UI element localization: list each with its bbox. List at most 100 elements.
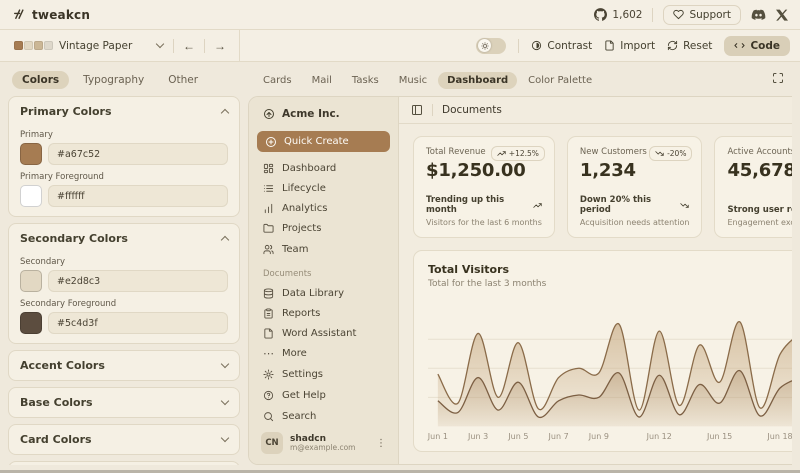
plus-circle-icon [265, 136, 277, 148]
chevron-down-icon [220, 396, 230, 406]
github-stars-button[interactable]: 1,602 [594, 8, 642, 21]
more-vertical-icon[interactable]: ⋮ [376, 437, 386, 449]
section-header[interactable]: Secondary Colors [9, 224, 239, 253]
main-content: Colors Typography Other Primary Colors P… [0, 62, 800, 470]
secondary-foreground-input[interactable] [48, 312, 228, 334]
sidebar-item-lifecycle[interactable]: Lifecycle [257, 178, 390, 198]
primary-color-input[interactable] [48, 143, 228, 165]
discord-icon [751, 9, 766, 21]
theme-swatch [14, 41, 23, 50]
x-twitter-button[interactable] [776, 9, 788, 21]
stat-line2: Acquisition needs attention [579, 218, 690, 227]
dashboard-header: Documents [399, 97, 792, 124]
stat-title: New Customers [579, 147, 647, 157]
org-switcher[interactable]: Acme Inc. [257, 105, 390, 123]
stat-value: $1,250.00 [426, 160, 526, 181]
user-menu[interactable]: CN shadcn m@example.com ⋮ [257, 427, 390, 454]
sidebar-item-data-library[interactable]: Data Library [257, 283, 390, 303]
tab-mail[interactable]: Mail [311, 74, 332, 86]
theme-mode-toggle[interactable] [476, 37, 507, 54]
tab-other[interactable]: Other [168, 74, 199, 86]
theme-name: Vintage Paper [59, 39, 133, 52]
discord-button[interactable] [751, 9, 766, 21]
sidebar-item-team[interactable]: Team [257, 239, 390, 259]
sidebar-item-word-assistant[interactable]: Word Assistant [257, 324, 390, 344]
tab-typography[interactable]: Typography [83, 74, 145, 86]
primary-foreground-input[interactable] [48, 185, 228, 207]
sidebar-footer-nav: Settings Get Help Search CN [257, 364, 390, 454]
code-icon [734, 40, 746, 51]
divider [432, 104, 433, 116]
sidebar-item-projects[interactable]: Projects [257, 219, 390, 239]
chart-subtitle: Total for the last 3 months [428, 279, 547, 289]
preview-tabs: Cards Mail Tasks Music Dashboard Color P… [248, 70, 792, 90]
folder-icon [263, 223, 274, 234]
bar-chart-icon [263, 203, 274, 214]
field-label: Secondary [20, 257, 66, 267]
x-tick-label: Jun 1 [427, 432, 448, 441]
sidebar-item-reports[interactable]: Reports [257, 303, 390, 323]
trend-badge: +12.5% [490, 146, 545, 161]
reset-button[interactable]: Reset [667, 40, 712, 52]
refresh-icon [667, 40, 678, 51]
section-card-colors: Card Colors [8, 424, 240, 455]
sidebar-item-search[interactable]: Search [257, 406, 390, 427]
tweakcn-logo-icon [12, 8, 25, 21]
editor-tabs: Colors Typography Other [8, 70, 240, 90]
sidebar-item-dashboard[interactable]: Dashboard [257, 158, 390, 178]
clipboard-icon [263, 308, 274, 319]
section-header[interactable]: Card Colors [9, 425, 239, 454]
contrast-button[interactable]: Contrast [531, 40, 592, 52]
total-visitors-chart-card: Total Visitors Total for the last 3 mont… [413, 250, 792, 452]
arrow-right-icon: → [214, 38, 226, 53]
section-header[interactable]: Accent Colors [9, 351, 239, 380]
sidebar-item-settings[interactable]: Settings [257, 364, 390, 385]
x-tick-label: Jun 5 [508, 432, 529, 441]
tab-dashboard[interactable]: Dashboard [438, 71, 518, 89]
toolbar-actions: Contrast Import Reset Code [466, 35, 800, 56]
import-button[interactable]: Import [604, 40, 655, 52]
area-chart [428, 297, 792, 429]
dashboard-content: +12.5% Total Revenue $1,250.00 Trending … [399, 124, 792, 464]
quick-create-button[interactable]: Quick Create [257, 131, 390, 153]
theme-editor-panel: Colors Typography Other Primary Colors P… [8, 70, 240, 465]
primary-foreground-swatch[interactable] [20, 185, 42, 207]
undo-button[interactable]: ← [178, 35, 200, 57]
trending-down-icon [680, 201, 690, 210]
section-header[interactable]: Popover Colors [9, 462, 239, 465]
redo-button[interactable]: → [209, 35, 231, 57]
sidebar-item-more[interactable]: ⋯ More [263, 346, 307, 360]
sidebar-item-get-help[interactable]: Get Help [257, 385, 390, 406]
panel-left-toggle-icon[interactable] [411, 104, 423, 116]
documents-group-label: Documents [263, 269, 312, 280]
divider [173, 38, 174, 53]
section-header[interactable]: Primary Colors [9, 97, 239, 126]
users-icon [263, 244, 274, 255]
tab-colors[interactable]: Colors [12, 71, 70, 89]
section-accent-colors: Accent Colors [8, 350, 240, 381]
theme-swatch [44, 41, 53, 50]
section-base-colors: Base Colors [8, 387, 240, 418]
sidebar-item-analytics[interactable]: Analytics [257, 199, 390, 219]
x-tick-label: Jun 7 [548, 432, 569, 441]
section-popover-colors: Popover Colors [8, 461, 240, 465]
secondary-color-swatch[interactable] [20, 270, 42, 292]
section-secondary-colors: Secondary Colors Secondary Secondary For… [8, 223, 240, 344]
primary-color-swatch[interactable] [20, 143, 42, 165]
tab-color-palette[interactable]: Color Palette [528, 74, 593, 86]
tab-music[interactable]: Music [398, 74, 428, 86]
code-button[interactable]: Code [724, 35, 790, 56]
tab-cards[interactable]: Cards [263, 74, 292, 86]
section-header[interactable]: Base Colors [9, 388, 239, 417]
secondary-color-input[interactable] [48, 270, 228, 292]
stat-line1: Down 20% this period [579, 195, 652, 215]
chevron-down-icon [155, 39, 165, 49]
secondary-foreground-swatch[interactable] [20, 312, 42, 334]
tab-tasks[interactable]: Tasks [351, 74, 379, 86]
x-axis-ticks: Jun 1 Jun 3 Jun 5 Jun 7 Jun 9 Jun 12 Jun 15 Jun… [428, 429, 792, 443]
support-button[interactable]: Support [663, 4, 741, 25]
fullscreen-icon[interactable] [772, 72, 784, 84]
chevron-down-icon [220, 359, 230, 369]
theme-select[interactable]: Vintage Paper [8, 36, 169, 56]
